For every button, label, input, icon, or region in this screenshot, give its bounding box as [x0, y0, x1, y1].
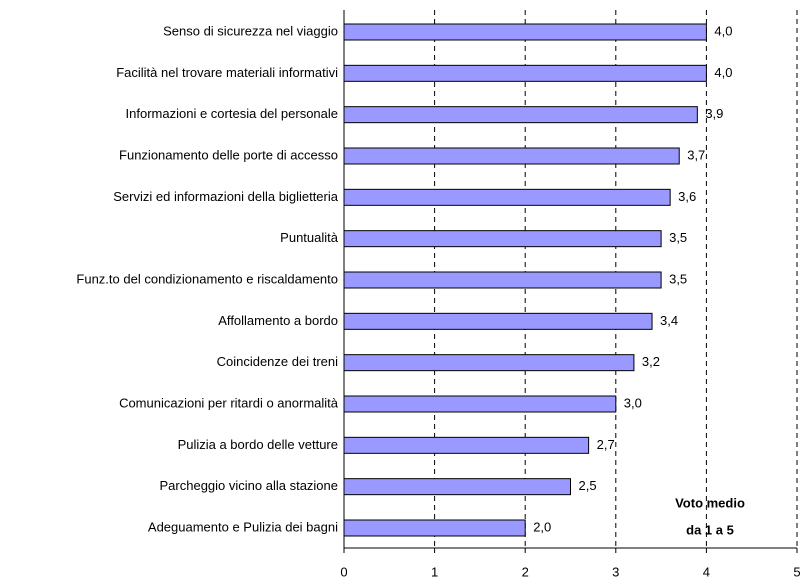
- y-tick-label: Pulizia a bordo delle vetture: [178, 437, 338, 452]
- value-label: 3,9: [705, 106, 723, 121]
- bar: [343, 271, 662, 289]
- y-tick-label: Adeguamento e Pulizia dei bagni: [148, 519, 338, 534]
- x-tick-label: 3: [612, 564, 619, 579]
- value-label: 2,0: [533, 519, 551, 534]
- y-tick-label: Servizi ed informazioni della biglietter…: [113, 189, 338, 204]
- y-tick-label: Informazioni e cortesia del personale: [126, 106, 338, 121]
- y-tick-label: Affollamento a bordo: [218, 313, 338, 328]
- value-label: 3,5: [669, 271, 687, 286]
- y-tick-label: Funzionamento delle porte di accesso: [119, 147, 338, 162]
- value-label: 3,0: [624, 395, 642, 410]
- x-tick-label: 2: [522, 564, 529, 579]
- y-tick-label: Senso di sicurezza nel viaggio: [163, 23, 338, 38]
- bar: [343, 23, 707, 41]
- bar: [343, 354, 635, 372]
- value-label: 3,7: [687, 147, 705, 162]
- value-label: 4,0: [714, 65, 732, 80]
- y-tick-label: Facilità nel trovare materiali informati…: [116, 65, 338, 80]
- y-tick-label: Comunicazioni per ritardi o anormalità: [119, 395, 339, 410]
- y-tick-label: Funz.to del condizionamento e riscaldame…: [76, 271, 338, 286]
- y-tick-label: Puntualità: [280, 230, 339, 245]
- bar: [343, 64, 707, 82]
- x-tick-label: 5: [793, 564, 800, 579]
- value-label: 4,0: [714, 23, 732, 38]
- bar: [343, 188, 671, 206]
- annotation: da 1 a 5: [686, 522, 734, 537]
- bar: [343, 230, 662, 248]
- value-label: 3,4: [660, 313, 678, 328]
- bar: [343, 312, 653, 330]
- x-tick-label: 0: [340, 564, 347, 579]
- value-label: 2,5: [579, 478, 597, 493]
- bar: [343, 147, 680, 165]
- bar: [343, 395, 617, 413]
- y-tick-label: Coincidenze dei treni: [217, 354, 339, 369]
- value-label: 3,6: [678, 189, 696, 204]
- value-label: 2,7: [597, 437, 615, 452]
- bar: [343, 436, 590, 454]
- x-tick-label: 4: [703, 564, 710, 579]
- x-tick-label: 1: [431, 564, 438, 579]
- bar: [343, 519, 526, 537]
- bar: [343, 106, 698, 124]
- bar: [343, 478, 571, 496]
- y-tick-label: Parcheggio vicino alla stazione: [160, 478, 339, 493]
- annotation: Voto medio: [675, 495, 745, 510]
- value-label: 3,2: [642, 354, 660, 369]
- value-label: 3,5: [669, 230, 687, 245]
